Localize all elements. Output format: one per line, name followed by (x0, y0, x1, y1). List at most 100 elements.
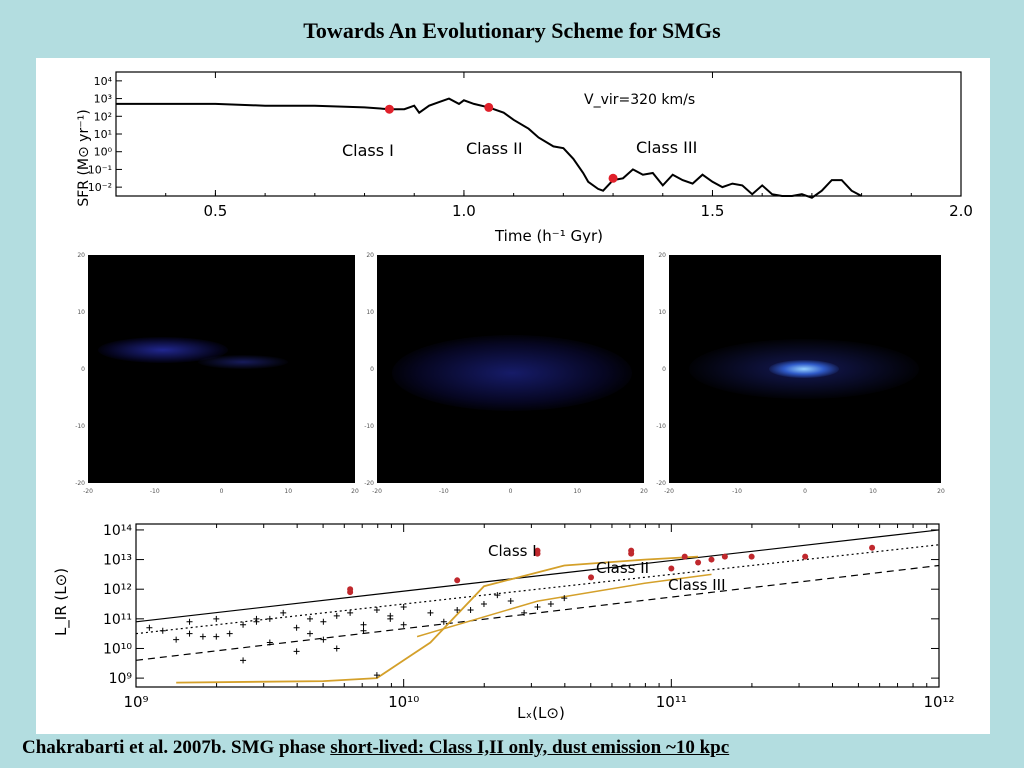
image-xtick-label: -20 (664, 488, 674, 495)
lir-track-branch (416, 573, 712, 638)
lir-xtick-label: 10¹² (923, 693, 954, 711)
lir-red-point (721, 553, 728, 560)
sfr-annotation: V_vir=320 km/s (584, 92, 695, 108)
lir-black-point (213, 615, 220, 622)
lir-black-point (186, 618, 193, 625)
sfr-ytick-label: 10⁴ (94, 75, 113, 88)
image-xtick-label: -10 (732, 488, 742, 495)
image-xtick-label: 10 (869, 488, 877, 495)
image-ytick-label: -10 (364, 423, 374, 430)
sfr-chart: 0.5 1.0 1.5 2.0 10⁴ 10³ 10² 10¹ 10⁰ 10⁻¹ 10⁻² SFR … (76, 71, 973, 243)
lir-black-point (427, 609, 434, 616)
lir-black-point (467, 606, 474, 613)
image-ytick-label: 20 (366, 252, 374, 259)
image-xtick-label: -10 (150, 488, 160, 495)
sfr-xtick-label: 2.0 (949, 202, 973, 220)
lir-black-point (266, 615, 273, 622)
sfr-xlabel: Time (h⁻¹ Gyr) (494, 227, 603, 243)
lir-black-point (293, 648, 300, 655)
lir-black-point (373, 672, 380, 679)
lir-ytick-label: 10¹³ (103, 553, 132, 569)
lir-black-point (173, 636, 180, 643)
image-xtick-label: -10 (439, 488, 449, 495)
sim-image-class-2 (377, 255, 644, 483)
lir-black-point (333, 612, 340, 619)
lir-black-point (199, 633, 206, 640)
caption-underlined: short-lived: Class I,II only, dust emiss… (330, 737, 730, 758)
lir-frame (135, 523, 940, 688)
lir-black-point (240, 657, 247, 664)
image-ytick-label: 0 (81, 366, 85, 373)
image-xtick-label: 20 (937, 488, 945, 495)
lir-black-point (507, 598, 514, 605)
lir-class-2: Class II (596, 559, 649, 577)
lir-black-point (347, 609, 354, 616)
lir-black-point (373, 606, 380, 613)
lir-black-point (333, 645, 340, 652)
lir-black-point (266, 639, 273, 646)
lir-black-point (146, 624, 153, 631)
lir-solid-line (135, 529, 940, 623)
sim-image-class-3 (669, 255, 941, 483)
sfr-ytick-label: 10² (94, 110, 112, 123)
lir-black-point (320, 618, 327, 625)
lir-red-point (748, 553, 755, 560)
lir-black-point (186, 630, 193, 637)
image-xtick-label: 0 (220, 488, 224, 495)
lir-black-point (213, 633, 220, 640)
lir-black-point (306, 630, 313, 637)
lir-black-point (240, 621, 247, 628)
sfr-class-1: Class I (342, 141, 394, 160)
image-ytick-label: -20 (364, 480, 374, 487)
lir-black-point (494, 592, 501, 599)
image-xtick-label: 20 (640, 488, 648, 495)
image-ytick-label: 20 (77, 252, 85, 259)
lir-black-point (226, 630, 233, 637)
sfr-ytick-label: 10³ (94, 93, 112, 106)
lir-ytick-label: 10¹² (103, 582, 132, 598)
image-xtick-label: 0 (509, 488, 513, 495)
lir-red-point (628, 550, 635, 557)
sfr-series-line (116, 97, 863, 199)
image-xtick-label: -20 (83, 488, 93, 495)
lir-black-point (440, 618, 447, 625)
image-ytick-label: -10 (656, 423, 666, 430)
lir-red-point (454, 577, 461, 584)
lir-black-point (360, 627, 367, 634)
lir-black-point (280, 609, 287, 616)
image-ytick-label: -20 (656, 480, 666, 487)
sfr-class-marker (384, 104, 394, 114)
image-xtick-label: -20 (372, 488, 382, 495)
sfr-class-3: Class III (636, 138, 697, 157)
lir-xtick-label: 10¹⁰ (388, 693, 419, 711)
sfr-class-marker (484, 102, 494, 112)
image-ytick-label: 0 (662, 366, 666, 373)
sfr-xtick-label: 1.0 (452, 202, 476, 220)
image-xtick-label: 10 (573, 488, 581, 495)
lir-class-3: Class III (668, 576, 726, 594)
sim-image-class-1 (88, 255, 355, 483)
image-xtick-label: 20 (351, 488, 359, 495)
image-ytick-label: 0 (370, 366, 374, 373)
image-xtick-label: 0 (803, 488, 807, 495)
lir-ytick-label: 10¹⁴ (103, 523, 132, 539)
lir-black-point (521, 609, 528, 616)
lir-ytick-label: 10¹⁰ (103, 641, 132, 657)
lir-black-point (320, 636, 327, 643)
sfr-frame (115, 71, 962, 197)
lir-red-point (869, 544, 876, 551)
lir-xlabel: Lₓ(L⊙) (517, 704, 565, 722)
lir-black-point (400, 603, 407, 610)
lir-chart: 10⁹ 10¹⁰ 10¹¹ 10¹² 10⁹ 10¹⁰ 10¹¹ 10¹² 10¹³ 10¹⁴ L… (52, 523, 955, 722)
lir-red-point (695, 559, 702, 566)
lir-red-point (588, 574, 595, 581)
lir-black-point (534, 603, 541, 610)
sfr-ylabel: SFR (M⊙ yr⁻¹) (76, 109, 92, 206)
image-xtick-label: 10 (284, 488, 292, 495)
lir-ylabel: L_IR (L⊙) (52, 568, 71, 636)
image-ytick-label: 10 (658, 309, 666, 316)
lir-class-1: Class I (488, 542, 537, 560)
lir-ytick-label: 10⁹ (109, 671, 133, 687)
sfr-class-2: Class II (466, 139, 523, 158)
